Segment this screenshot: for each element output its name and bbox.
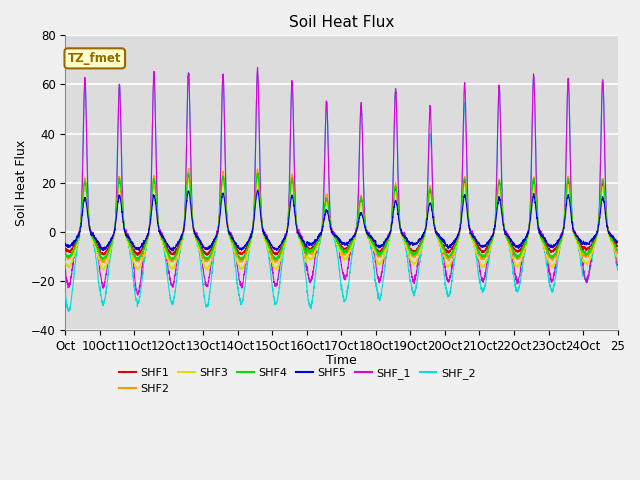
- Line: SHF3: SHF3: [65, 179, 618, 270]
- SHF5: [461, 192, 469, 198]
- SHF3: [413, 259, 420, 264]
- Text: TZ_fmet: TZ_fmet: [68, 52, 122, 65]
- SHF1: [413, 247, 420, 253]
- Line: SHF4: SHF4: [65, 173, 618, 261]
- SHF1: [497, 186, 504, 192]
- SHF_2: [253, 69, 261, 75]
- SHF2: [185, 166, 193, 171]
- SHF3: [497, 189, 504, 194]
- Title: Soil Heat Flux: Soil Heat Flux: [289, 15, 394, 30]
- SHF1: [614, 243, 621, 249]
- SHF3: [461, 182, 469, 188]
- SHF3: [608, 240, 616, 245]
- SHF5: [61, 241, 69, 247]
- SHF_1: [413, 268, 420, 274]
- SHF2: [61, 252, 69, 257]
- SHF2: [614, 249, 621, 255]
- SHF5: [497, 200, 504, 206]
- SHF4: [168, 258, 175, 264]
- SHF_2: [530, 76, 538, 82]
- SHF4: [61, 249, 69, 255]
- SHF_2: [65, 309, 72, 314]
- SHF1: [461, 179, 469, 185]
- SHF_2: [61, 292, 69, 298]
- SHF2: [175, 248, 182, 253]
- Y-axis label: Soil Heat Flux: Soil Heat Flux: [15, 140, 28, 226]
- SHF_1: [530, 71, 538, 77]
- SHF_1: [61, 267, 69, 273]
- SHF_1: [253, 64, 261, 70]
- SHF4: [497, 184, 504, 190]
- SHF2: [461, 174, 469, 180]
- SHF_2: [461, 105, 469, 110]
- SHF1: [254, 171, 262, 177]
- SHF_1: [608, 234, 616, 240]
- SHF_1: [175, 248, 182, 254]
- SHF_2: [608, 236, 616, 242]
- SHF4: [175, 246, 182, 252]
- X-axis label: Time: Time: [326, 354, 356, 367]
- SHF5: [169, 248, 177, 253]
- SHF5: [530, 193, 538, 199]
- Legend: SHF1, SHF2, SHF3, SHF4, SHF5, SHF_1, SHF_2: SHF1, SHF2, SHF3, SHF4, SHF5, SHF_1, SHF…: [115, 364, 480, 398]
- SHF1: [134, 253, 141, 259]
- SHF_1: [134, 292, 141, 298]
- SHF1: [175, 242, 182, 248]
- SHF1: [608, 234, 616, 240]
- Line: SHF1: SHF1: [65, 174, 618, 256]
- SHF5: [614, 240, 621, 245]
- SHF_2: [175, 259, 182, 265]
- SHF5: [175, 240, 182, 246]
- SHF3: [61, 258, 69, 264]
- SHF_1: [461, 86, 469, 92]
- SHF_1: [497, 115, 504, 121]
- SHF3: [175, 251, 182, 256]
- SHF2: [530, 174, 538, 180]
- SHF3: [614, 257, 621, 263]
- SHF_2: [497, 110, 504, 116]
- Line: SHF5: SHF5: [65, 190, 618, 251]
- SHF2: [608, 236, 616, 242]
- Line: SHF_1: SHF_1: [65, 67, 618, 295]
- SHF2: [100, 260, 108, 265]
- Line: SHF2: SHF2: [65, 168, 618, 263]
- Line: SHF_2: SHF_2: [65, 72, 618, 312]
- SHF4: [608, 236, 616, 242]
- SHF3: [253, 176, 261, 182]
- SHF5: [608, 234, 616, 240]
- SHF_2: [614, 267, 621, 273]
- SHF4: [614, 248, 621, 253]
- SHF4: [253, 170, 261, 176]
- SHF4: [461, 177, 469, 183]
- SHF5: [413, 240, 420, 246]
- SHF_1: [614, 262, 621, 268]
- SHF1: [61, 247, 69, 252]
- SHF4: [530, 176, 538, 182]
- SHF4: [413, 250, 420, 255]
- SHF2: [413, 251, 420, 257]
- SHF3: [204, 267, 211, 273]
- SHF5: [253, 187, 261, 193]
- SHF1: [530, 177, 538, 183]
- SHF2: [497, 183, 504, 189]
- SHF_2: [413, 284, 420, 290]
- SHF3: [530, 182, 538, 188]
